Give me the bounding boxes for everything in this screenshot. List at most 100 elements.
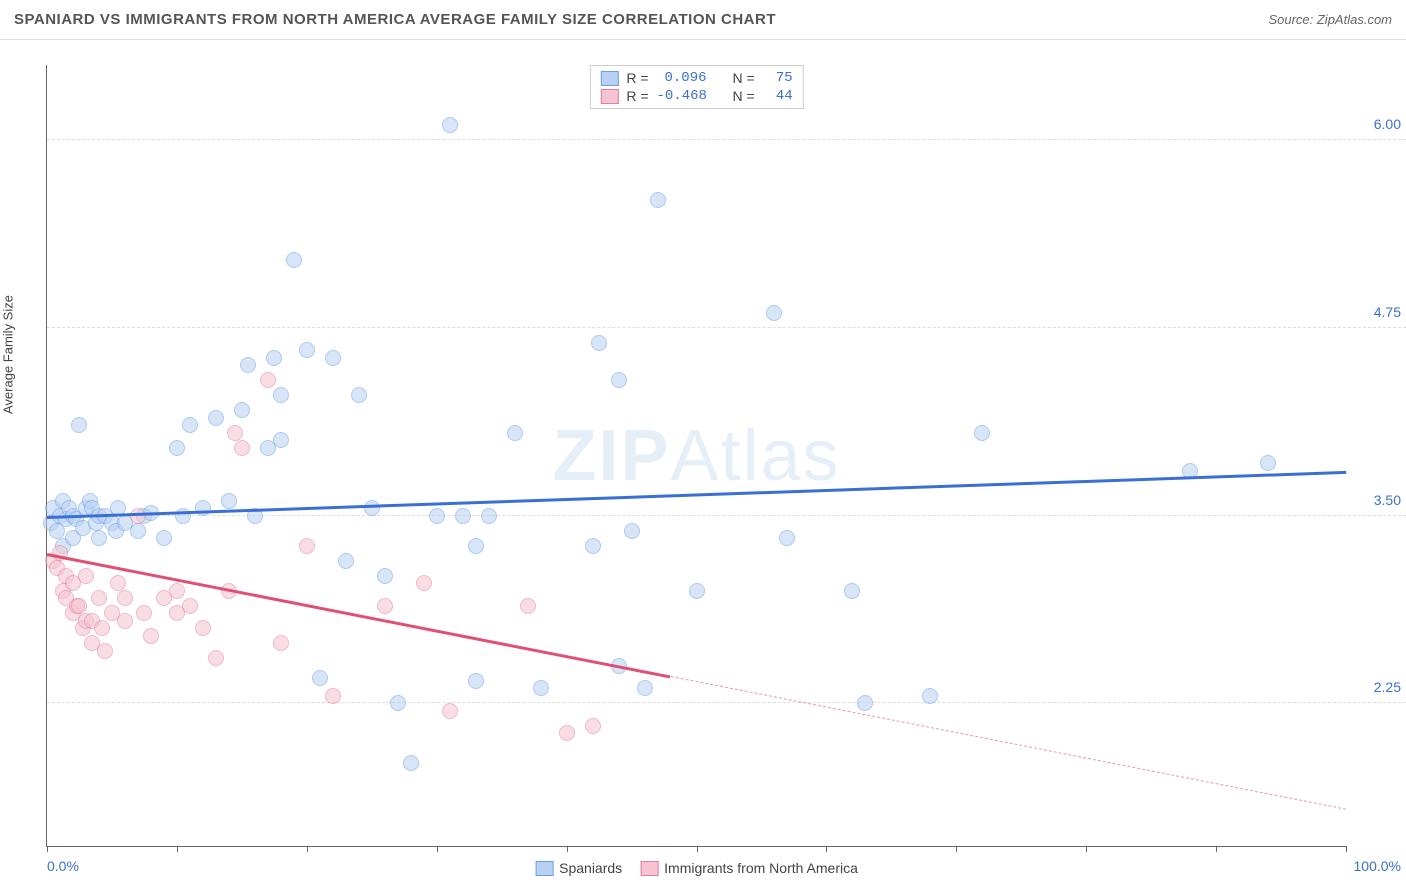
data-point <box>208 410 224 426</box>
r-value: 0.096 <box>657 70 707 86</box>
data-point <box>136 605 152 621</box>
data-point <box>71 417 87 433</box>
data-point <box>377 598 393 614</box>
y-tick-label: 6.00 <box>1374 116 1401 132</box>
x-tick <box>956 846 957 852</box>
data-point <box>175 508 191 524</box>
trend-line <box>47 471 1346 519</box>
plot-area: ZIPAtlas 2.253.504.756.000.0%100.0%R =0.… <box>46 65 1346 847</box>
data-point <box>922 688 938 704</box>
data-point <box>637 680 653 696</box>
chart-title: SPANIARD VS IMMIGRANTS FROM NORTH AMERIC… <box>14 11 776 28</box>
data-point <box>240 357 256 373</box>
legend-swatch <box>535 861 553 876</box>
data-point <box>260 372 276 388</box>
data-point <box>325 688 341 704</box>
data-point <box>182 417 198 433</box>
data-point <box>169 583 185 599</box>
x-tick <box>437 846 438 852</box>
data-point <box>234 440 250 456</box>
x-axis-end-label: 100.0% <box>1354 858 1401 874</box>
x-tick <box>307 846 308 852</box>
gridline <box>47 139 1406 140</box>
data-point <box>234 402 250 418</box>
data-point <box>857 695 873 711</box>
data-point <box>299 342 315 358</box>
x-tick <box>1086 846 1087 852</box>
y-axis-label: Average Family Size <box>1 295 16 414</box>
correlation-legend-row: R =-0.468N =44 <box>600 87 792 105</box>
x-tick <box>1346 846 1347 852</box>
data-point <box>117 613 133 629</box>
data-point <box>611 372 627 388</box>
series-legend-label: Immigrants from North America <box>664 860 858 876</box>
data-point <box>390 695 406 711</box>
x-axis-start-label: 0.0% <box>47 858 79 874</box>
data-point <box>156 530 172 546</box>
data-point <box>624 523 640 539</box>
data-point <box>195 620 211 636</box>
gridline <box>47 327 1406 328</box>
data-point <box>91 590 107 606</box>
data-point <box>468 673 484 689</box>
data-point <box>585 538 601 554</box>
data-point <box>325 350 341 366</box>
series-legend-item: Immigrants from North America <box>640 860 858 876</box>
data-point <box>585 718 601 734</box>
watermark: ZIPAtlas <box>552 415 840 497</box>
series-legend-label: Spaniards <box>559 860 622 876</box>
data-point <box>299 538 315 554</box>
data-point <box>91 530 107 546</box>
correlation-legend-row: R =0.096N =75 <box>600 69 792 87</box>
data-point <box>94 620 110 636</box>
x-tick <box>567 846 568 852</box>
source-label: Source: ZipAtlas.com <box>1268 12 1392 27</box>
series-legend-item: Spaniards <box>535 860 622 876</box>
x-tick <box>826 846 827 852</box>
r-label: R = <box>626 70 648 86</box>
data-point <box>1260 455 1276 471</box>
y-tick-label: 4.75 <box>1374 304 1401 320</box>
data-point <box>130 508 146 524</box>
data-point <box>364 500 380 516</box>
n-label: N = <box>733 70 755 86</box>
data-point <box>377 568 393 584</box>
chart-container: SPANIARD VS IMMIGRANTS FROM NORTH AMERIC… <box>0 0 1406 892</box>
data-point <box>97 643 113 659</box>
data-point <box>559 725 575 741</box>
data-point <box>481 508 497 524</box>
x-tick <box>697 846 698 852</box>
data-point <box>143 628 159 644</box>
data-point <box>221 493 237 509</box>
data-point <box>273 432 289 448</box>
data-point <box>403 755 419 771</box>
x-tick <box>1216 846 1217 852</box>
correlation-legend: R =0.096N =75R =-0.468N =44 <box>589 65 803 109</box>
data-point <box>351 387 367 403</box>
r-value: -0.468 <box>657 88 707 104</box>
x-tick <box>177 846 178 852</box>
data-point <box>286 252 302 268</box>
data-point <box>130 523 146 539</box>
y-tick-label: 3.50 <box>1374 492 1401 508</box>
data-point <box>520 598 536 614</box>
title-bar: SPANIARD VS IMMIGRANTS FROM NORTH AMERIC… <box>0 0 1406 40</box>
data-point <box>779 530 795 546</box>
data-point <box>312 670 328 686</box>
legend-swatch <box>600 89 618 104</box>
data-point <box>591 335 607 351</box>
n-label: N = <box>733 88 755 104</box>
data-point <box>533 680 549 696</box>
data-point <box>442 703 458 719</box>
data-point <box>182 598 198 614</box>
chart-wrap: Average Family Size ZIPAtlas 2.253.504.7… <box>0 40 1406 892</box>
r-label: R = <box>626 88 648 104</box>
data-point <box>844 583 860 599</box>
data-point <box>169 440 185 456</box>
data-point <box>442 117 458 133</box>
data-point <box>195 500 211 516</box>
data-point <box>273 635 289 651</box>
data-point <box>117 590 133 606</box>
legend-swatch <box>600 71 618 86</box>
data-point <box>338 553 354 569</box>
